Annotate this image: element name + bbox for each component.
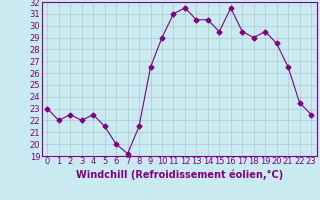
X-axis label: Windchill (Refroidissement éolien,°C): Windchill (Refroidissement éolien,°C): [76, 169, 283, 180]
